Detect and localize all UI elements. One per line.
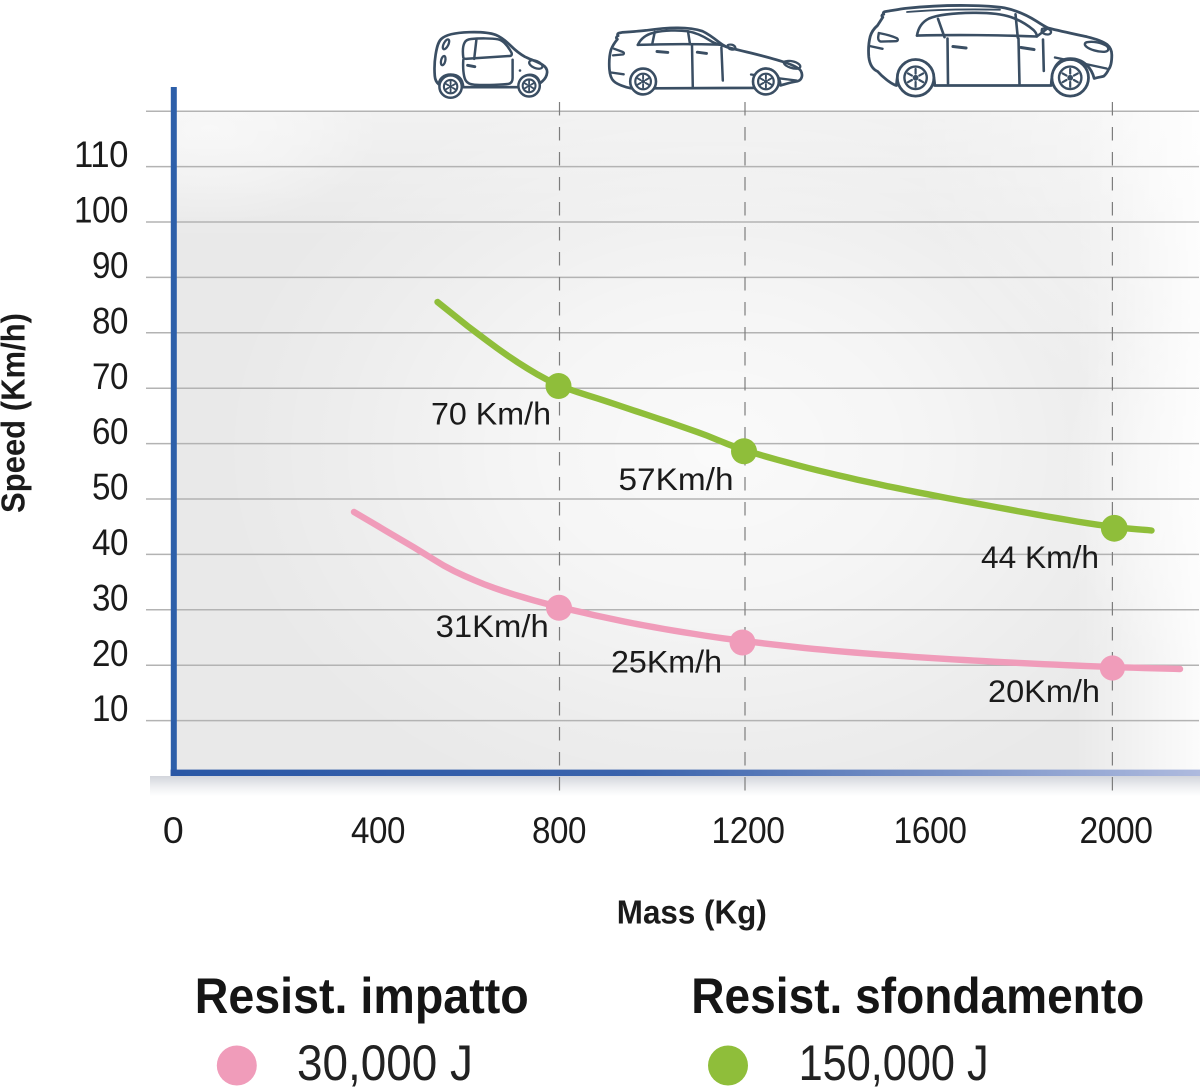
svg-text:0: 0 <box>163 809 183 851</box>
svg-text:80: 80 <box>92 299 128 341</box>
svg-text:10: 10 <box>92 687 128 729</box>
svg-text:Speed (Km/h): Speed (Km/h) <box>0 313 32 513</box>
svg-text:20: 20 <box>92 632 128 674</box>
svg-text:57Km/h: 57Km/h <box>619 461 734 497</box>
svg-text:110: 110 <box>74 133 128 175</box>
svg-text:30: 30 <box>92 576 128 618</box>
svg-text:44 Km/h: 44 Km/h <box>981 539 1099 575</box>
svg-text:Mass (Kg): Mass (Kg) <box>617 894 767 931</box>
svg-text:50: 50 <box>92 466 128 508</box>
svg-text:40: 40 <box>92 521 128 563</box>
svg-text:1600: 1600 <box>894 809 967 851</box>
svg-text:20Km/h: 20Km/h <box>988 673 1100 709</box>
svg-text:100: 100 <box>74 189 128 231</box>
svg-text:400: 400 <box>351 809 405 851</box>
svg-text:25Km/h: 25Km/h <box>611 644 722 680</box>
svg-text:70: 70 <box>92 355 128 397</box>
svg-text:Resist. impatto: Resist. impatto <box>195 967 529 1024</box>
svg-text:31Km/h: 31Km/h <box>436 608 549 644</box>
svg-text:30,000 J: 30,000 J <box>297 1035 473 1090</box>
svg-text:150,000 J: 150,000 J <box>799 1035 989 1090</box>
svg-text:2000: 2000 <box>1080 809 1153 851</box>
svg-text:60: 60 <box>92 410 128 452</box>
svg-text:70 Km/h: 70 Km/h <box>431 396 551 432</box>
svg-text:1200: 1200 <box>712 809 785 851</box>
svg-text:Resist. sfondamento: Resist. sfondamento <box>691 967 1144 1024</box>
svg-text:90: 90 <box>92 244 128 286</box>
svg-text:800: 800 <box>532 809 586 851</box>
